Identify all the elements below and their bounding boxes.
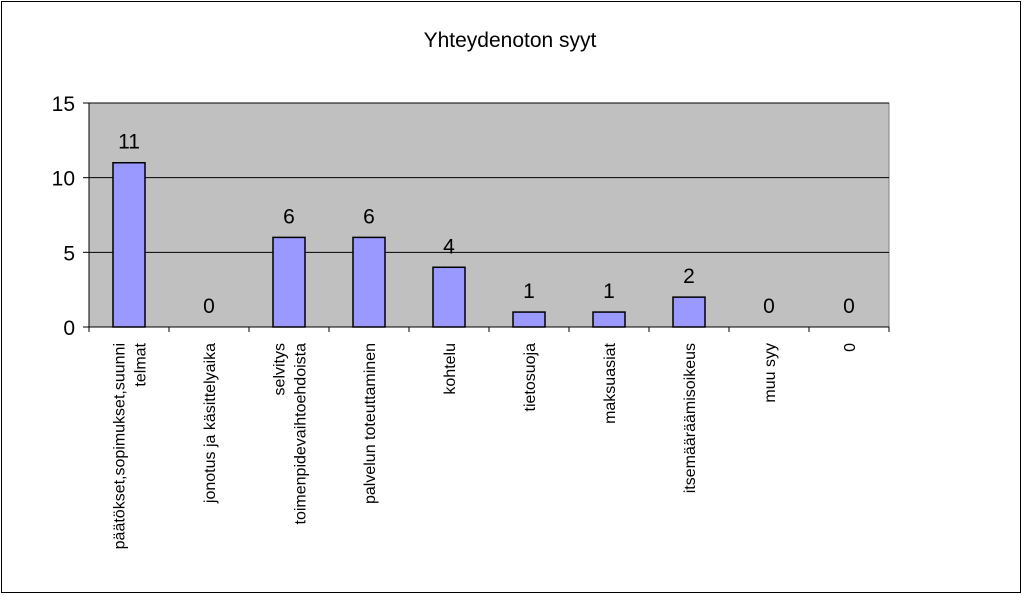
y-tick-label: 5 — [63, 242, 75, 265]
data-label: 1 — [603, 280, 615, 303]
data-label: 2 — [683, 265, 695, 288]
bar — [272, 236, 306, 328]
bar — [432, 266, 466, 328]
data-label: 6 — [363, 205, 375, 228]
category-label: päätökset,sopimukset,suunni telmat — [112, 342, 150, 549]
data-label: 1 — [523, 280, 535, 303]
data-label: 0 — [203, 295, 215, 318]
bar — [112, 161, 146, 328]
category-label: tietosuoja — [522, 343, 539, 412]
data-label: 0 — [763, 295, 775, 318]
category-label: palvelun toteuttaminen — [362, 343, 379, 504]
category-label: itsemääräämisoikeus — [682, 343, 699, 493]
y-tick-label: 10 — [52, 168, 75, 191]
category-label: muu syy — [762, 343, 779, 403]
bar — [592, 311, 626, 328]
bar — [352, 236, 386, 328]
category-label: selvitys toimenpidevaihtoehdoista — [272, 343, 310, 525]
category-label: kohtelu — [442, 343, 459, 395]
category-label: maksuasiat — [602, 342, 619, 423]
data-label: 11 — [118, 131, 140, 154]
y-tick-label: 0 — [63, 317, 75, 340]
chart-title: Yhteydenoton syyt — [424, 29, 597, 52]
plot-background — [88, 102, 890, 328]
data-label: 6 — [283, 205, 295, 228]
y-tick-label: 15 — [52, 93, 75, 116]
data-label: 0 — [843, 295, 855, 318]
data-label: 4 — [443, 235, 455, 258]
category-label: jonotus ja käsittelyaika — [202, 343, 219, 504]
bar — [672, 296, 706, 328]
bar — [512, 311, 546, 328]
category-label: 0 — [842, 343, 859, 352]
